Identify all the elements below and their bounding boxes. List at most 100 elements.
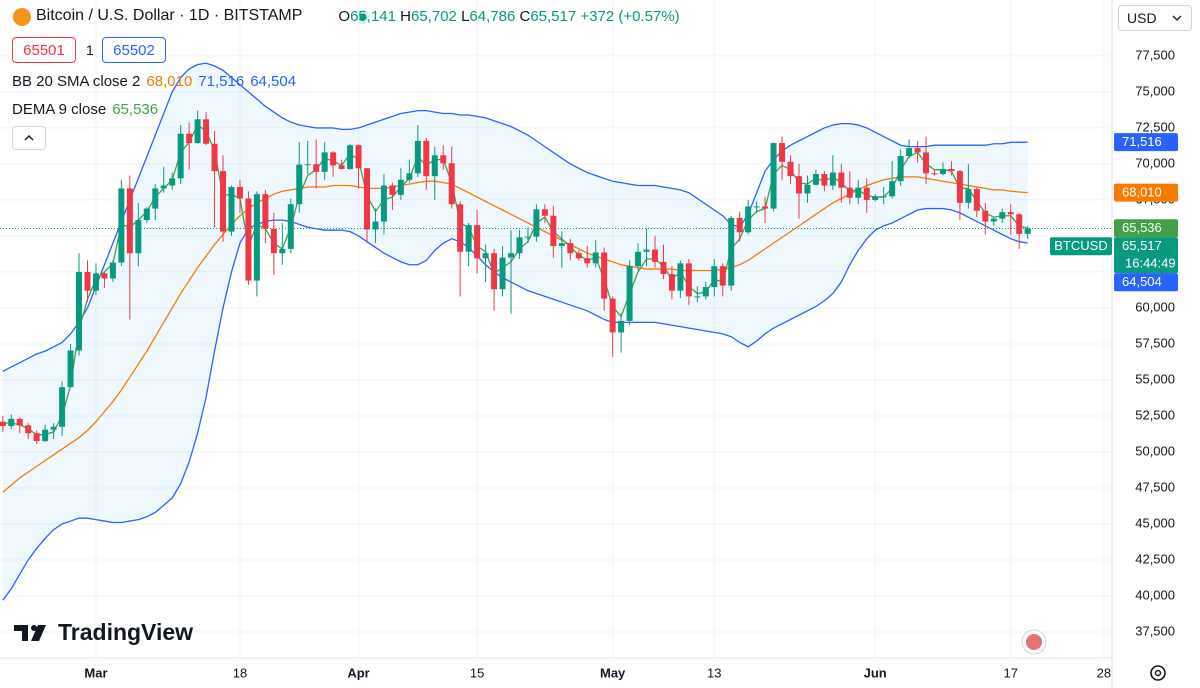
candle-body	[50, 426, 57, 430]
x-tick-label: 18	[233, 665, 247, 680]
candle-body	[92, 273, 99, 291]
dropdown-icon	[1172, 15, 1182, 21]
price-badge-label: 68,010	[1122, 185, 1162, 200]
tv-logo-part	[31, 624, 46, 641]
candle-body	[355, 145, 362, 169]
sell-button[interactable]: 65501	[12, 37, 76, 63]
candle-body	[448, 163, 455, 205]
candles	[0, 110, 1112, 445]
y-tick-label: 37,500	[1135, 623, 1175, 638]
x-tick-label: May	[600, 665, 626, 680]
candle-body	[313, 164, 320, 172]
candle-body	[491, 253, 498, 290]
bb-legend[interactable]: BB 20 SMA close 2 68,010 71,516 64,504	[12, 73, 302, 90]
price-badge	[1114, 237, 1178, 274]
candle-body	[728, 217, 735, 286]
symbol-title[interactable]: Bitcoin / U.S. Dollar · 1D · BITSTAMP	[36, 7, 303, 24]
candle-body	[812, 174, 819, 185]
candle-body	[601, 252, 608, 299]
candle-body	[262, 194, 269, 229]
candle-body	[406, 173, 413, 180]
candle-body	[651, 249, 658, 262]
tv-logo-part	[31, 624, 37, 631]
candle-body	[42, 429, 49, 442]
price-badge	[1114, 183, 1178, 202]
candle-body	[626, 266, 633, 321]
price-badge	[1114, 133, 1178, 152]
y-tick-label: 52,500	[1135, 407, 1175, 422]
candle-body	[380, 185, 387, 222]
candle-body	[999, 212, 1006, 219]
ohlc-label: L	[461, 7, 470, 25]
indicator-name: DEMA 9 close	[12, 101, 107, 118]
ohlc-label: O	[338, 7, 351, 25]
candle-body	[770, 143, 777, 209]
price-badge-label: 65,517	[1122, 238, 1162, 253]
candle-body	[923, 152, 930, 174]
watermark: TradingView	[14, 619, 193, 646]
y-tick-label: 42,500	[1135, 551, 1175, 566]
y-tick-label: 40,000	[1135, 587, 1175, 602]
candle-body	[592, 252, 599, 264]
candle-body	[889, 181, 896, 197]
buy-button[interactable]: 65502	[102, 37, 166, 63]
candle-body	[177, 133, 184, 179]
candle-body	[702, 287, 709, 297]
candle-body	[821, 174, 828, 186]
price-badge	[1114, 273, 1178, 292]
candle-body	[143, 208, 150, 221]
candle-body	[897, 156, 904, 182]
candle-body	[372, 221, 379, 230]
price-badge-label: 65,536	[1122, 220, 1162, 235]
dema-legend[interactable]: DEMA 9 close 65,536	[12, 101, 164, 118]
candle-body	[59, 387, 66, 427]
ohlc-value: 65,517	[530, 7, 577, 25]
candle-body	[753, 206, 760, 208]
candle-body	[880, 196, 887, 198]
candle-body	[25, 425, 32, 434]
y-tick-label: 50,000	[1135, 443, 1175, 458]
x-tick-label: Jun	[864, 665, 887, 680]
y-tick-label: 55,000	[1135, 371, 1175, 386]
indicator-value: 71,516	[198, 73, 245, 90]
tv-logo-part	[14, 624, 28, 641]
collapse-button[interactable]	[12, 126, 46, 150]
candle-body	[838, 172, 845, 188]
y-tick-label: 60,000	[1135, 299, 1175, 314]
candle-body	[474, 225, 481, 259]
candle-body	[440, 155, 447, 164]
candle-body	[364, 168, 371, 230]
candle-body	[855, 187, 862, 198]
ohlc-value: 64,786	[469, 7, 516, 25]
indicator-line	[2, 62, 1028, 372]
candle-body	[347, 145, 354, 169]
candle-body	[126, 188, 133, 254]
candle-body	[677, 263, 684, 291]
settings-icon[interactable]	[1150, 665, 1166, 681]
symbol-header: Bitcoin / U.S. Dollar · 1D · BITSTAMP O 6…	[36, 7, 680, 25]
candle-body	[736, 217, 743, 233]
candle-body	[795, 176, 802, 194]
y-tick-label: 45,000	[1135, 515, 1175, 530]
watermark-text: TradingView	[58, 619, 194, 645]
candle-body	[270, 228, 277, 254]
candle-body	[685, 263, 692, 297]
tv-logo	[14, 624, 46, 641]
market-status-dot	[359, 13, 367, 21]
price-badge	[1114, 219, 1178, 238]
candle-body	[8, 418, 15, 427]
candle-body	[533, 209, 540, 237]
candle-body	[67, 350, 74, 388]
x-tick-label: Mar	[84, 665, 107, 680]
candle-body	[152, 188, 159, 209]
candle-body	[220, 171, 227, 232]
candle-body	[423, 140, 430, 177]
candle-body	[338, 165, 345, 169]
candle-body	[414, 140, 421, 174]
candle-body	[660, 261, 667, 275]
candle-body	[397, 179, 404, 195]
candle-body	[914, 148, 921, 153]
symbol-badge-label: BTCUSD	[1054, 238, 1107, 253]
currency-select[interactable]: USD	[1118, 5, 1192, 31]
